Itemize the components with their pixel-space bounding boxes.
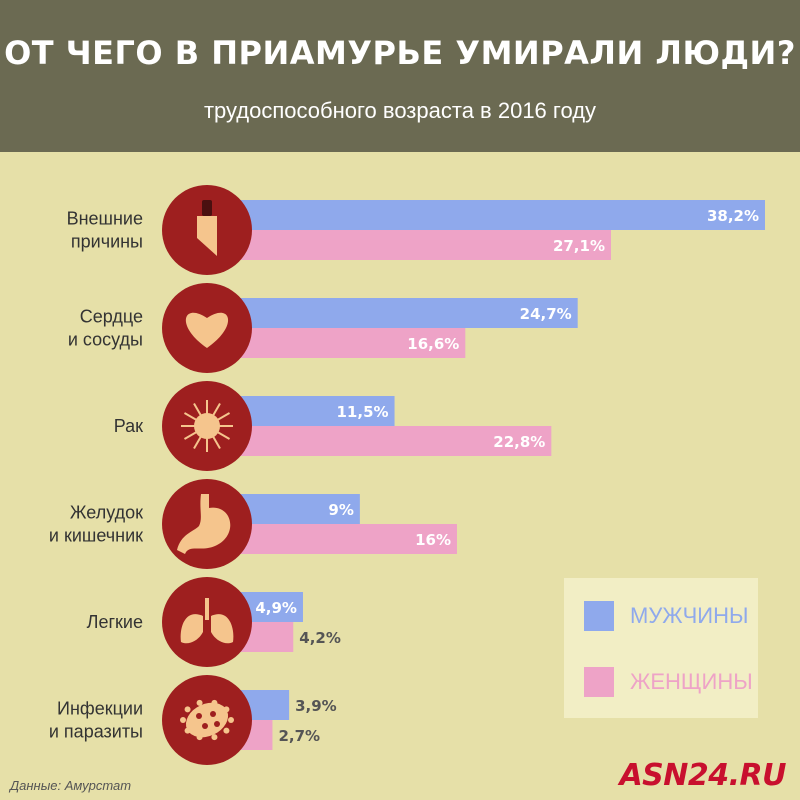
category-label: Легкие: [87, 612, 143, 632]
category-label: Желудок и кишечник: [49, 503, 143, 546]
data-source: Данные: Амурстат: [10, 778, 132, 793]
brand-logo: ASN24.RU: [619, 758, 786, 793]
legend-item-women: ЖЕНЩИНЫ: [584, 666, 753, 698]
category-label: Рак: [114, 416, 143, 436]
bar-women: [235, 426, 552, 456]
value-label-men: 3,9%: [295, 697, 337, 715]
bar-women: [235, 328, 466, 358]
value-label-women: 16%: [415, 531, 451, 549]
lungs-icon: [162, 577, 252, 667]
value-label-men: 24,7%: [520, 305, 572, 323]
legend-item-men: МУЖЧИНЫ: [584, 600, 748, 632]
category-label: Внешние причины: [67, 209, 143, 252]
value-label-men: 11,5%: [337, 403, 389, 421]
category-label: Сердце и сосуды: [68, 307, 143, 350]
value-label-men: 4,9%: [255, 599, 297, 617]
legend-swatch-women: [584, 667, 614, 697]
heart-icon: [162, 283, 252, 373]
page-subtitle: трудоспособного возраста в 2016 году: [203, 98, 597, 123]
knife-icon: [162, 185, 252, 275]
value-label-women: 4,2%: [299, 629, 341, 647]
legend-swatch-men: [584, 601, 614, 631]
cancer-cell-icon: [162, 381, 252, 471]
value-label-women: 22,8%: [493, 433, 545, 451]
header-banner: ОТ ЧЕГО В ПРИАМУРЬЕ УМИРАЛИ ЛЮДИ? трудос…: [0, 0, 800, 152]
page-title: ОТ ЧЕГО В ПРИАМУРЬЕ УМИРАЛИ ЛЮДИ?: [4, 34, 796, 72]
legend-label-men: МУЖЧИНЫ: [630, 603, 749, 628]
value-label-men: 38,2%: [707, 207, 759, 225]
bar-men: [235, 494, 360, 524]
value-label-women: 2,7%: [278, 727, 320, 745]
bar-men: [235, 200, 765, 230]
bar-men: [235, 396, 395, 426]
value-label-men: 9%: [328, 501, 353, 519]
bar-women: [235, 230, 611, 260]
bar-women: [235, 524, 457, 554]
value-label-women: 16,6%: [407, 335, 459, 353]
value-label-women: 27,1%: [553, 237, 605, 255]
microbe-icon: [162, 675, 252, 765]
legend: МУЖЧИНЫ ЖЕНЩИНЫ: [564, 578, 758, 718]
legend-label-women: ЖЕНЩИНЫ: [630, 669, 753, 694]
stomach-icon: [162, 479, 252, 569]
bar-men: [235, 298, 578, 328]
category-label: Инфекции и паразиты: [49, 699, 143, 742]
